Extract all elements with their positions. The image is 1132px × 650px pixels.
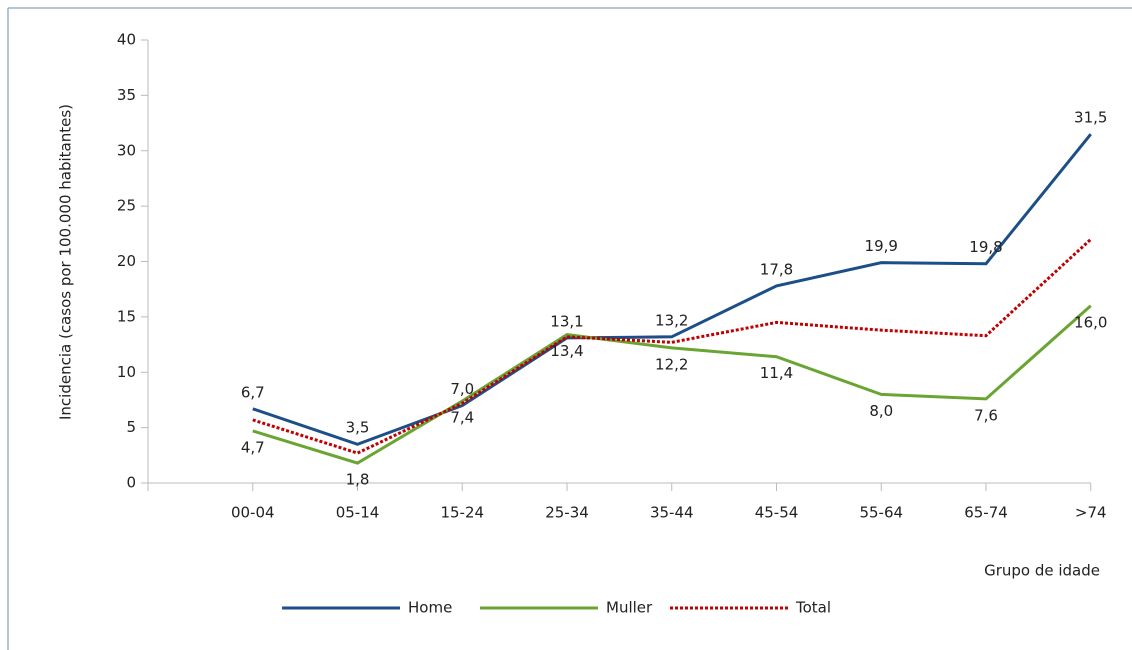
- data-label: 6,7: [241, 383, 265, 401]
- x-axis-label: Grupo de idade: [984, 562, 1100, 580]
- y-tick-label: 35: [117, 86, 136, 104]
- x-tick-label: 35-44: [650, 504, 694, 522]
- data-label: 7,0: [450, 380, 474, 398]
- x-tick-label: 45-54: [755, 504, 799, 522]
- data-label: 11,4: [760, 364, 793, 382]
- data-label: 12,2: [655, 355, 688, 373]
- data-label: 4,7: [241, 438, 265, 456]
- legend-label: Home: [408, 599, 452, 617]
- x-tick-label: 05-14: [336, 504, 380, 522]
- x-tick-label: 00-04: [231, 504, 275, 522]
- y-tick-label: 40: [117, 31, 136, 49]
- x-tick-label: >74: [1075, 504, 1107, 522]
- data-label: 13,2: [655, 311, 688, 329]
- data-label: 16,0: [1074, 313, 1107, 331]
- y-tick-label: 5: [126, 418, 136, 436]
- data-label: 13,1: [550, 312, 583, 330]
- legend-label: Muller: [606, 599, 653, 617]
- data-label: 1,8: [346, 471, 370, 489]
- y-tick-label: 15: [117, 307, 136, 325]
- data-label: 7,6: [974, 406, 998, 424]
- legend-label: Total: [795, 599, 831, 617]
- data-label: 19,8: [969, 238, 1002, 256]
- y-axis-label: Incidencia (casos por 100.000 habitantes…: [57, 104, 75, 420]
- x-tick-label: 15-24: [440, 504, 484, 522]
- data-label: 7,4: [450, 409, 474, 427]
- data-label: 31,5: [1074, 109, 1107, 127]
- y-tick-label: 20: [117, 252, 136, 270]
- x-tick-label: 55-64: [859, 504, 903, 522]
- data-label: 17,8: [760, 260, 793, 278]
- y-tick-label: 0: [126, 474, 136, 492]
- data-label: 8,0: [869, 402, 893, 420]
- line-total: [252, 238, 1092, 455]
- data-label: 19,9: [865, 237, 898, 255]
- line-muller: [252, 304, 1092, 465]
- data-label: 3,5: [346, 419, 370, 437]
- y-tick-label: 30: [117, 141, 136, 159]
- data-label: 13,4: [550, 342, 583, 360]
- y-tick-label: 25: [117, 197, 136, 215]
- line-home: [252, 133, 1092, 446]
- x-tick-label: 25-34: [545, 504, 589, 522]
- x-tick-label: 65-74: [964, 504, 1008, 522]
- y-tick-label: 10: [117, 363, 136, 381]
